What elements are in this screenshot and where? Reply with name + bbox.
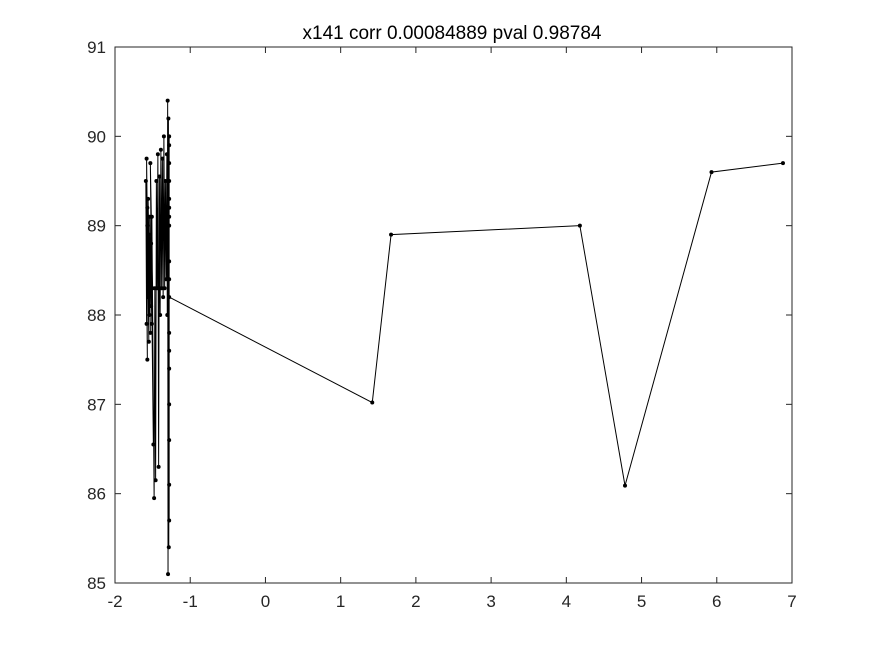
y-tick-label: 91 (87, 38, 106, 57)
data-point (167, 348, 172, 353)
data-point (166, 572, 171, 577)
chart-title: x141 corr 0.00084889 pval 0.98784 (303, 23, 602, 44)
data-point (167, 259, 172, 264)
data-point (164, 152, 169, 157)
data-point (144, 321, 149, 326)
data-point (166, 545, 171, 550)
data-point (145, 223, 150, 228)
data-point (165, 313, 170, 317)
data-point (146, 295, 151, 300)
data-point (167, 223, 172, 228)
x-tick-label: 5 (637, 592, 646, 611)
data-point (143, 179, 148, 183)
data-point (780, 161, 785, 166)
data-point (154, 179, 159, 183)
x-tick-label: 7 (787, 592, 796, 611)
x-tick-label: -2 (107, 592, 122, 611)
data-point (167, 277, 172, 282)
data-point (161, 134, 166, 139)
data-point (157, 174, 162, 179)
data-point (167, 214, 172, 219)
data-point (149, 304, 154, 309)
series-line (145, 100, 784, 575)
data-point (145, 357, 150, 362)
data-point (167, 482, 172, 487)
data-point (146, 339, 151, 344)
data-point (156, 464, 161, 469)
x-tick-label: 4 (562, 592, 571, 611)
data-point (148, 330, 153, 335)
data-point (146, 232, 151, 237)
data-point (167, 134, 172, 139)
data-point (709, 170, 714, 175)
data-point (389, 232, 394, 237)
x-tick-label: 1 (336, 592, 345, 611)
y-tick-label: 90 (87, 127, 106, 146)
data-point (162, 286, 167, 291)
data-point (146, 196, 151, 201)
data-point (167, 295, 172, 300)
data-point (161, 295, 166, 300)
axes: -2 -1 0 1 2 3 4 5 6 7 85 86 87 88 89 90 91 (87, 38, 797, 611)
y-tick-label: 87 (87, 395, 106, 414)
data-point (577, 223, 582, 228)
data-point (149, 321, 154, 326)
data-point (159, 286, 164, 291)
data-point (155, 152, 160, 157)
data-point (158, 313, 163, 317)
data-point (167, 205, 172, 210)
data-point (167, 330, 172, 335)
plot-area (143, 98, 785, 577)
data-point (149, 214, 154, 219)
axes-box (114, 46, 793, 584)
y-tick-label: 85 (87, 574, 106, 593)
data-point (160, 156, 165, 161)
x-tick-label: -1 (183, 592, 198, 611)
data-point (164, 277, 169, 282)
data-point (145, 205, 150, 210)
y-tick-label: 86 (87, 485, 106, 504)
data-point (167, 161, 172, 166)
data-point (167, 179, 172, 183)
data-point (167, 143, 172, 148)
data-point (167, 518, 172, 523)
y-tick-label: 88 (87, 306, 106, 325)
x-tick-label: 2 (411, 592, 420, 611)
data-point (166, 116, 171, 121)
data-point (149, 241, 154, 246)
data-point (144, 156, 149, 161)
data-point (623, 483, 628, 488)
data-point (167, 402, 172, 407)
y-tick-label: 89 (87, 217, 106, 236)
data-point (167, 438, 172, 443)
data-point (167, 196, 172, 201)
data-point (152, 496, 157, 501)
data-point (163, 179, 168, 183)
x-tick-label: 0 (261, 592, 270, 611)
data-point (155, 286, 160, 291)
data-point (158, 147, 163, 152)
data-point (148, 161, 153, 166)
data-point (153, 478, 158, 483)
x-tick-label: 3 (486, 592, 495, 611)
data-point (147, 313, 152, 317)
data-point (370, 400, 375, 405)
x-tick-label: 6 (712, 592, 721, 611)
data-point (167, 366, 172, 371)
data-point (165, 98, 170, 103)
data-point (151, 442, 156, 447)
